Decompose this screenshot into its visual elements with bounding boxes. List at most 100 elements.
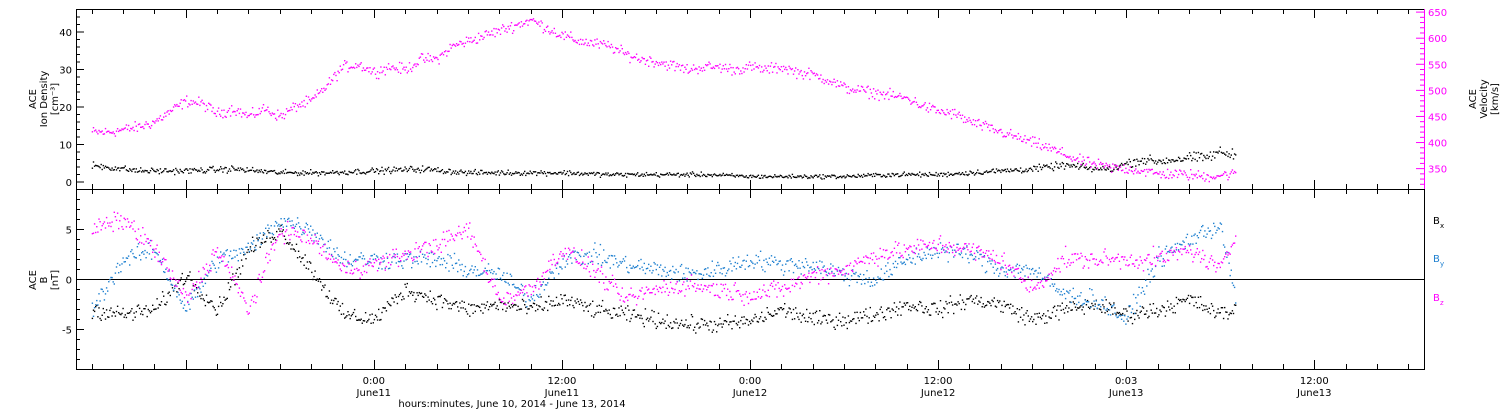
velocity-series-point — [452, 43, 455, 46]
velocity-series-point — [538, 21, 540, 23]
velocity-series-point — [534, 20, 537, 22]
bz-series-point — [224, 265, 226, 267]
bx-series-point — [836, 324, 839, 327]
density-series-point — [115, 169, 118, 171]
bx-series-point — [455, 301, 458, 303]
velocity-series-point — [782, 65, 785, 68]
bx-series-point — [211, 300, 213, 303]
bx-series-point — [925, 306, 927, 308]
bx-series-point — [649, 318, 651, 320]
bz-series-point — [801, 283, 803, 285]
bx-series-point — [509, 307, 512, 309]
density-series-point — [93, 165, 96, 167]
velocity-series-point — [619, 50, 621, 52]
density-series-point — [565, 172, 568, 175]
density-series-point — [974, 173, 977, 175]
velocity-series-point — [134, 121, 136, 123]
velocity-series-point — [869, 88, 871, 91]
density-series-point — [793, 176, 796, 178]
bx-series-point — [229, 286, 232, 288]
velocity-series-point — [361, 70, 363, 72]
by-series-point — [1161, 265, 1163, 267]
density-series-point — [943, 172, 945, 175]
bz-series-point — [810, 276, 812, 278]
bx-series-point — [1156, 307, 1158, 310]
density-series-point — [102, 164, 104, 167]
by-series-point — [475, 275, 478, 277]
by-series-point — [543, 289, 546, 291]
density-series-point — [1039, 166, 1042, 168]
density-series-point — [619, 173, 621, 175]
density-series-point — [850, 176, 853, 178]
bx-series-point — [620, 305, 622, 307]
bz-series-point — [691, 285, 694, 287]
bx-series-point — [640, 314, 642, 317]
by-series-point — [1224, 246, 1226, 248]
velocity-series-point — [835, 86, 837, 88]
bx-series-point — [316, 278, 318, 280]
velocity-series-point — [1014, 135, 1016, 137]
velocity-series-point — [1213, 176, 1215, 178]
density-series-point — [533, 171, 536, 173]
bx-series-point — [666, 314, 668, 316]
bz-series-point — [521, 291, 524, 294]
density-series-point — [485, 171, 487, 174]
bx-series-point — [721, 326, 723, 328]
by-series-point — [485, 270, 487, 272]
density-series-point — [205, 170, 208, 173]
velocity-series-point — [1145, 175, 1147, 177]
bz-series-point — [689, 280, 692, 282]
velocity-series-point — [827, 83, 830, 85]
by-series-point — [1092, 294, 1094, 296]
velocity-series-point — [1156, 171, 1158, 174]
bx-series-point — [118, 312, 120, 314]
density-series-point — [746, 176, 749, 179]
by-series-point — [626, 266, 628, 269]
velocity-series-point — [1193, 173, 1195, 176]
velocity-series-point — [347, 71, 349, 73]
velocity-series-point — [685, 68, 687, 70]
bx-series-point — [856, 311, 858, 313]
by-series-point — [248, 250, 250, 253]
density-series-point — [645, 171, 648, 174]
bx-series-point — [427, 296, 429, 298]
bz-series-point — [190, 298, 192, 300]
density-series-point — [389, 170, 391, 173]
bz-series-point — [421, 245, 424, 247]
bz-series-point — [100, 229, 102, 231]
bx-series-point — [1078, 307, 1080, 309]
bx-series-point — [519, 308, 521, 310]
by-series-point — [1158, 246, 1160, 248]
bz-series-point — [730, 296, 732, 298]
by-series-point — [803, 266, 806, 269]
velocity-series-point — [420, 53, 423, 55]
bx-series-point — [358, 318, 360, 321]
velocity-series-point — [887, 91, 889, 93]
bz-series-point — [169, 277, 171, 279]
density-series-point — [1196, 160, 1198, 162]
velocity-series-point — [694, 68, 696, 71]
velocity-series-point — [132, 126, 134, 129]
density-series-point — [1006, 168, 1009, 170]
by-series-point — [363, 258, 366, 260]
by-series-point — [103, 299, 106, 301]
by-series-point — [597, 263, 599, 265]
density-series-point — [959, 173, 961, 176]
by-series-point — [236, 254, 238, 256]
bx-series-point — [1074, 306, 1077, 308]
bx-series-point — [934, 302, 936, 305]
density-series-point — [1010, 168, 1012, 170]
bx-series-point — [1079, 306, 1081, 308]
bz-series-point — [833, 275, 835, 277]
density-series-point — [311, 173, 313, 175]
bz-series-point — [353, 268, 356, 270]
velocity-series-point — [307, 96, 310, 98]
velocity-series-point — [302, 105, 304, 107]
velocity-series-point — [714, 65, 717, 67]
density-series-point — [1112, 170, 1114, 172]
density-series-point — [1159, 159, 1161, 162]
bx-series-point — [623, 313, 626, 316]
density-series-point — [708, 174, 710, 176]
velocity-series-point — [141, 126, 143, 128]
velocity-series-point — [421, 53, 424, 55]
